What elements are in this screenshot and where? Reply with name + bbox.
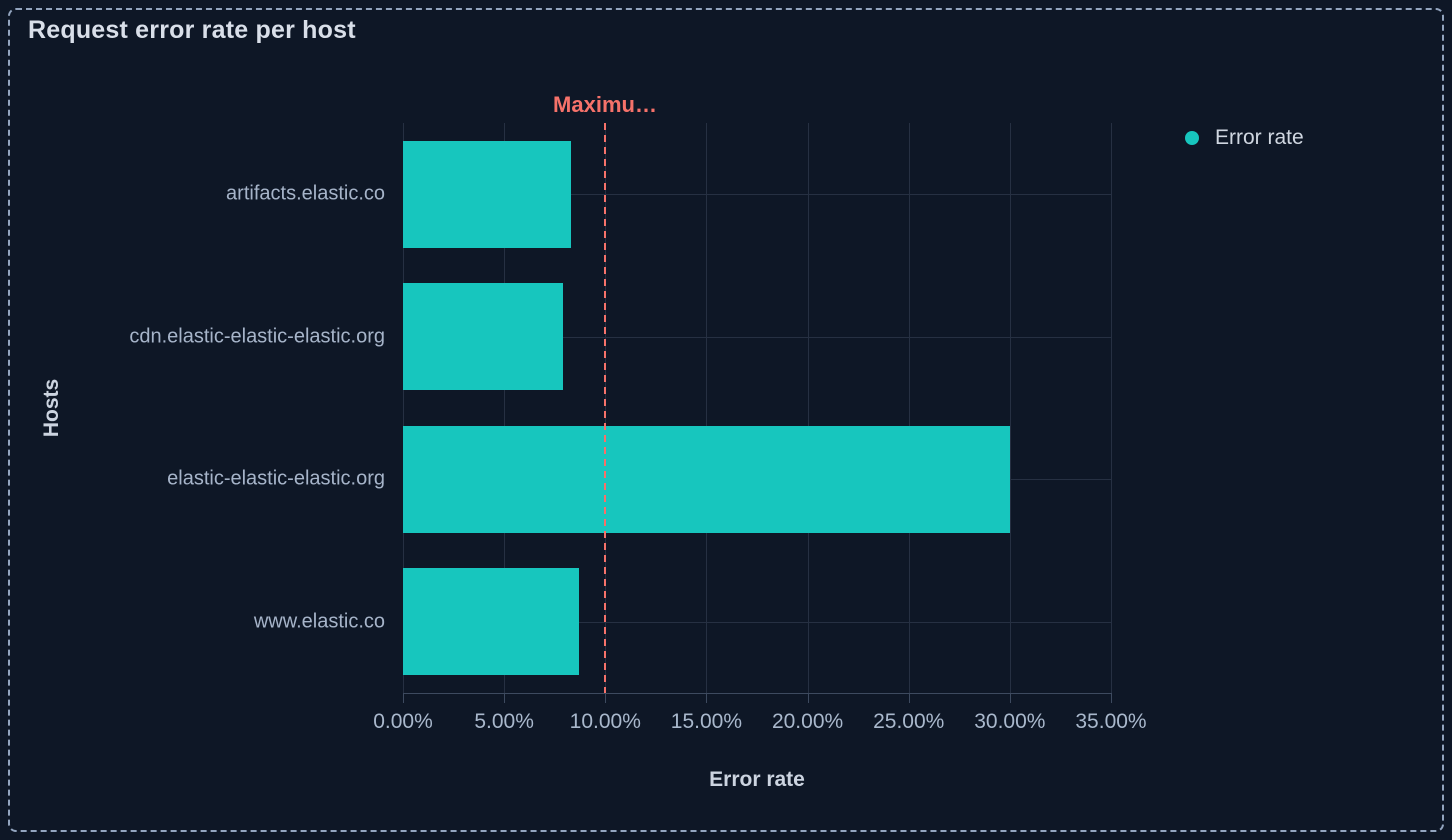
gridline-horizontal: [403, 622, 1111, 623]
gridline-vertical: [1009, 123, 1011, 693]
error-rate-bar[interactable]: [403, 141, 571, 248]
x-axis-tick: [605, 693, 607, 703]
legend-color-dot-icon: [1185, 131, 1199, 145]
legend-label: Error rate: [1215, 126, 1304, 149]
gridline-vertical: [908, 123, 910, 693]
error-rate-bar[interactable]: [403, 283, 563, 390]
gridline-vertical: [403, 123, 404, 693]
x-axis-tick: [1009, 693, 1011, 703]
x-axis-tick-label: 20.00%: [771, 710, 844, 733]
x-axis-tick: [908, 693, 910, 703]
x-axis-tick-label: 30.00%: [974, 710, 1046, 733]
y-axis-category-label: artifacts.elastic.co: [226, 182, 385, 205]
legend-item-error-rate[interactable]: Error rate: [1185, 126, 1304, 150]
gridline-horizontal: [403, 337, 1111, 338]
x-axis-tick-label: 0.00%: [373, 710, 433, 733]
error-rate-bar[interactable]: [403, 568, 579, 675]
x-axis-line: [403, 693, 1112, 694]
y-axis-category-label: www.elastic.co: [253, 610, 385, 633]
gridline-horizontal: [403, 194, 1111, 195]
error-rate-bar[interactable]: [403, 426, 1010, 533]
x-axis-tick: [706, 693, 708, 703]
x-axis-tick-label: 10.00%: [569, 710, 641, 733]
gridline-vertical: [504, 123, 506, 693]
y-axis-category-label: cdn.elastic-elastic-elastic.org: [129, 325, 385, 348]
x-axis-tick: [807, 693, 809, 703]
legend: Error rate: [1185, 126, 1304, 150]
x-axis-tick-label: 15.00%: [670, 710, 743, 733]
reference-line-label: Maximu…: [553, 92, 657, 117]
x-axis-tick: [1111, 693, 1112, 703]
x-axis-title: Error rate: [709, 768, 805, 791]
x-axis-tick-label: 25.00%: [873, 710, 945, 733]
chart-panel[interactable]: [8, 8, 1444, 832]
y-axis-category-label: elastic-elastic-elastic.org: [167, 467, 385, 490]
panel-title: Request error rate per host: [28, 16, 356, 44]
x-axis-tick: [504, 693, 506, 703]
reference-line: [604, 123, 607, 693]
y-axis-title: Hosts: [40, 378, 63, 438]
x-axis-tick-label: 5.00%: [474, 710, 534, 733]
gridline-vertical: [807, 123, 809, 693]
x-axis-tick: [403, 693, 404, 703]
gridline-vertical: [706, 123, 708, 693]
gridline-vertical: [1111, 123, 1112, 693]
x-axis-tick-label: 35.00%: [1075, 710, 1147, 733]
